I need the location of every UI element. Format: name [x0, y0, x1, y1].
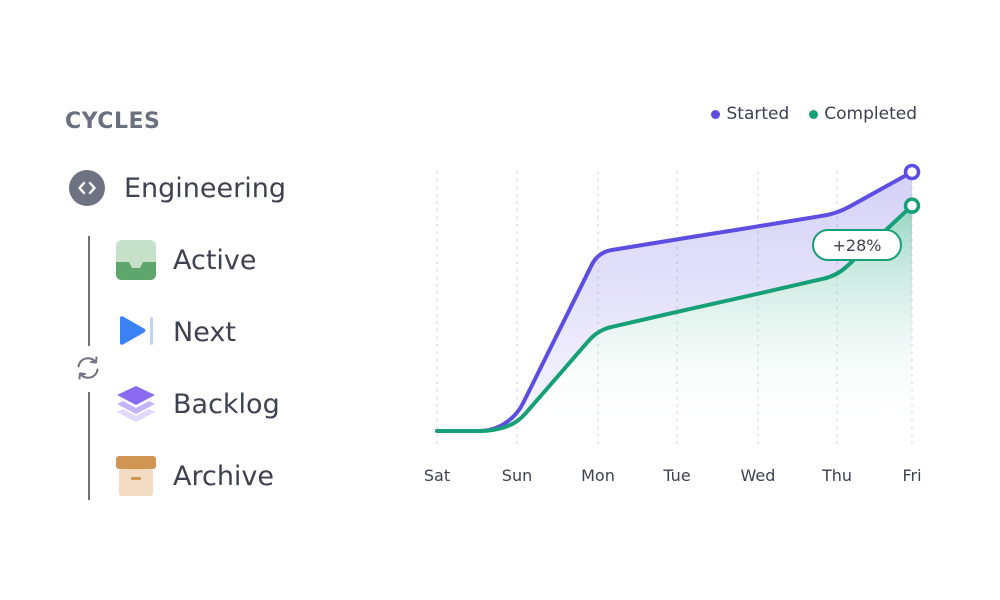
code-brackets-icon: [69, 170, 105, 206]
legend-swatch: [711, 109, 721, 119]
cycle-item-label: Backlog: [173, 388, 280, 420]
cycle-item-archive[interactable]: Archive: [116, 456, 274, 496]
tree-connector: [88, 236, 90, 346]
section-title: CYCLES: [65, 109, 161, 134]
x-tick-label: Fri: [902, 466, 921, 485]
group-engineering[interactable]: Engineering: [69, 170, 286, 206]
refresh-icon: [77, 356, 99, 380]
chart-legend: Started Completed: [691, 104, 917, 124]
inbox-tray-icon: [116, 240, 156, 280]
cycle-item-label: Active: [173, 244, 257, 276]
legend-swatch: [809, 109, 819, 119]
completed-area: [437, 205, 912, 431]
legend-label: Started: [726, 104, 790, 124]
completed-series-line: [435, 203, 914, 433]
cycle-item-next[interactable]: Next: [116, 312, 236, 352]
cycle-item-label: Archive: [173, 460, 275, 492]
archive-box-icon: [116, 456, 156, 496]
x-tick-label: Tue: [662, 466, 690, 485]
cycle-item-active[interactable]: Active: [116, 240, 257, 280]
x-tick-label: Sun: [502, 466, 532, 485]
change-annotation-badge: +28%: [812, 229, 902, 261]
cycle-item-label: Next: [173, 316, 236, 348]
started-series-line: [435, 170, 914, 433]
legend-item-completed: Completed: [809, 104, 917, 124]
x-tick-label: Thu: [821, 466, 852, 485]
legend-label: Completed: [824, 104, 917, 124]
play-next-icon: [120, 316, 153, 345]
cycle-item-backlog[interactable]: Backlog: [116, 384, 280, 424]
started-end-point: [903, 163, 921, 181]
x-tick-label: Mon: [581, 466, 615, 485]
x-tick-label: Sat: [424, 466, 450, 485]
started-area: [437, 172, 912, 431]
layers-stack-icon: [117, 386, 155, 422]
tree-connector: [88, 392, 90, 500]
x-tick-label: Wed: [741, 466, 776, 485]
completed-end-point: [903, 197, 921, 214]
group-label: Engineering: [124, 172, 286, 204]
legend-item-started: Started: [711, 104, 789, 124]
